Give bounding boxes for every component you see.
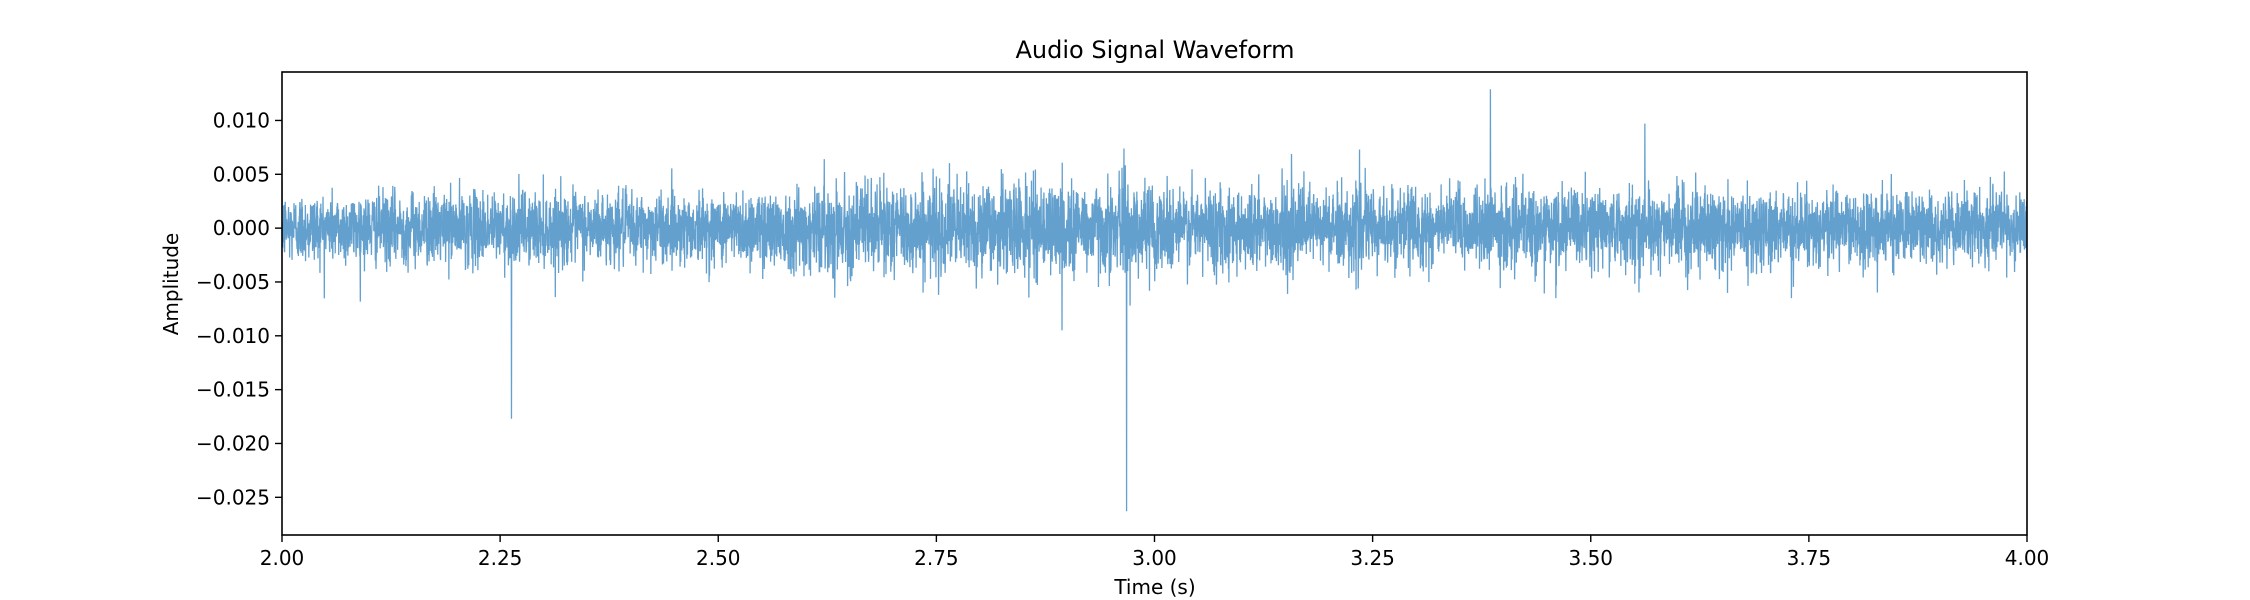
y-tick-label: 0.010 xyxy=(213,108,270,132)
y-tick-label: −0.020 xyxy=(196,431,270,455)
y-tick-label: −0.015 xyxy=(196,378,270,402)
chart-title: Audio Signal Waveform xyxy=(1015,36,1294,64)
y-tick-label: −0.010 xyxy=(196,324,270,348)
y-tick-label: 0.005 xyxy=(213,162,270,186)
x-tick-label: 3.75 xyxy=(1787,546,1832,570)
x-axis: 2.00 2.25 2.50 2.75 3.00 3.25 3.50 3.75 4.00 xyxy=(260,535,2050,570)
x-tick-label: 3.25 xyxy=(1350,546,1395,570)
x-tick-label: 2.00 xyxy=(260,546,305,570)
x-axis-label: Time (s) xyxy=(1113,575,1195,599)
x-tick-label: 4.00 xyxy=(2005,546,2050,570)
y-axis-label: Amplitude xyxy=(159,233,183,336)
y-tick-label: −0.025 xyxy=(196,485,270,509)
y-tick-label: 0.000 xyxy=(213,216,270,240)
x-tick-label: 3.50 xyxy=(1568,546,1613,570)
plot-frame xyxy=(281,71,2028,536)
y-tick-label: −0.005 xyxy=(196,270,270,294)
x-tick-label: 2.25 xyxy=(478,546,523,570)
x-tick-label: 2.75 xyxy=(914,546,959,570)
y-axis: 0.010 0.005 0.000 −0.005 −0.010 −0.015 −0.020 −… xyxy=(196,108,282,509)
plot-area xyxy=(281,71,2028,536)
x-tick-label: 3.00 xyxy=(1132,546,1177,570)
x-tick-label: 2.50 xyxy=(696,546,741,570)
waveform-line xyxy=(282,89,2027,512)
